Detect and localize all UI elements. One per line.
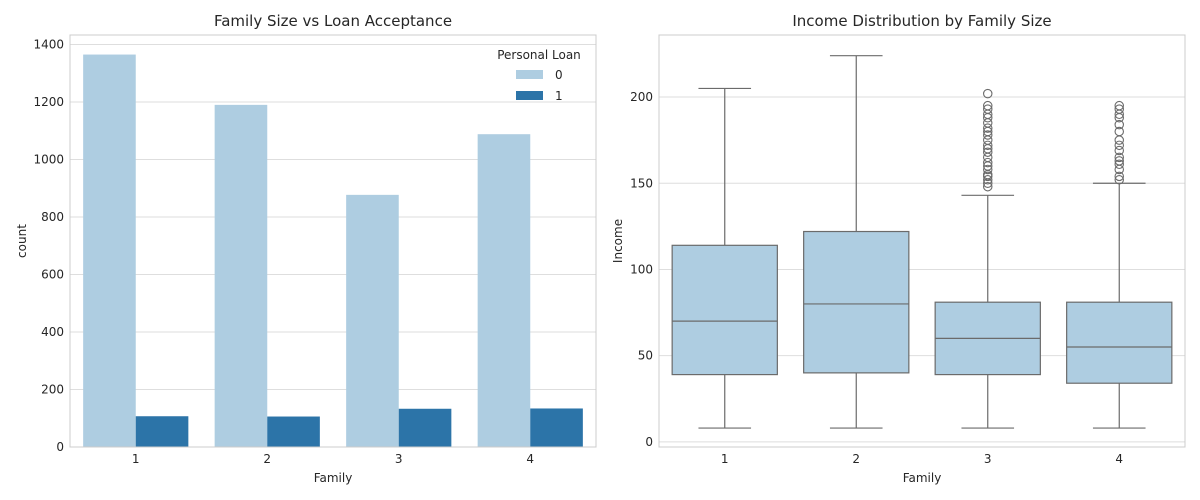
outlier-point [1114, 126, 1125, 137]
outlier-point [1114, 159, 1125, 170]
y-tick-label: 0 [56, 440, 64, 454]
bar-3-0 [346, 194, 399, 447]
bar-4-1 [530, 408, 583, 447]
outlier-point [1114, 145, 1125, 156]
y-ticks: 0 50 100 150 200 [630, 90, 653, 449]
y-axis-label: count [15, 224, 29, 258]
chart-title: Family Size vs Loan Acceptance [214, 12, 452, 30]
outlier-point [1114, 171, 1125, 182]
outlier-point [982, 175, 993, 185]
box-family-4 [1066, 100, 1173, 429]
y-tick-label: 1200 [33, 95, 64, 109]
box-family-1 [671, 87, 778, 429]
y-tick-label: 1000 [33, 152, 64, 166]
y-tick-label: 600 [41, 267, 64, 281]
y-tick-label: 200 [630, 90, 653, 104]
legend-swatch-0 [516, 70, 543, 79]
x-tick-label: 3 [984, 452, 992, 466]
y-tick-label: 100 [630, 262, 653, 276]
outlier-point [1114, 135, 1125, 145]
iqr-box [803, 230, 910, 374]
box-family-3 [934, 88, 1041, 429]
count-chart: Family Size vs Loan Acceptance 0 200 400 60… [15, 12, 597, 485]
x-ticks: 1 2 3 4 [132, 452, 534, 466]
x-tick-label: 4 [526, 452, 534, 466]
grid [70, 43, 596, 448]
outlier-point [1114, 100, 1125, 111]
outlier-point [1114, 140, 1125, 151]
y-tick-label: 1400 [33, 37, 64, 51]
outlier-point [982, 123, 993, 133]
plot-frame [69, 34, 597, 448]
bar-2-0 [214, 104, 268, 447]
y-ticks: 0 200 400 600 800 1000 1200 1400 [33, 37, 64, 454]
x-tick-label: 3 [395, 452, 403, 466]
legend-swatch-1 [516, 91, 543, 100]
iqr-box [1066, 301, 1173, 384]
outlier-point [982, 140, 993, 151]
y-tick-label: 50 [638, 349, 653, 363]
outlier-point [1114, 119, 1125, 130]
boxes [671, 55, 1173, 429]
bar-3-1 [398, 408, 452, 447]
outlier-point [1114, 156, 1125, 166]
x-tick-label: 1 [132, 452, 140, 466]
outlier-point [982, 130, 993, 140]
outlier-point [982, 157, 993, 168]
x-ticks: 1 2 3 4 [721, 452, 1123, 466]
outlier-point [1114, 175, 1125, 185]
x-tick-label: 2 [852, 452, 860, 466]
bars [83, 54, 583, 448]
legend-title: Personal Loan [497, 48, 581, 62]
income-boxplot-chart: Income Distribution by Family Size 05010… [611, 12, 1186, 485]
outlier-point [982, 100, 993, 111]
bar-4-0 [477, 134, 531, 448]
outlier-point [982, 88, 993, 99]
y-axis-label: Income [611, 219, 625, 263]
outlier-point [982, 164, 993, 175]
x-tick-label: 1 [721, 452, 729, 466]
outlier-point [1114, 152, 1125, 163]
y-tick-label: 0 [645, 435, 653, 449]
legend: Personal Loan 0 1 [497, 48, 581, 103]
y-tick-label: 200 [41, 382, 64, 396]
outlier-point [1114, 104, 1125, 114]
x-axis-label: Family [903, 471, 942, 485]
bar-1-1 [135, 416, 189, 447]
iqr-box [671, 244, 778, 376]
outlier-point [982, 181, 993, 192]
y-tick-label: 400 [41, 325, 64, 339]
plot-frame [658, 34, 1186, 448]
legend-label-1: 1 [555, 89, 563, 103]
bar-2-1 [267, 416, 320, 447]
legend-label-0: 0 [555, 68, 563, 82]
bar-1-0 [83, 54, 136, 447]
y-tick-label: 800 [41, 210, 64, 224]
y-tick-label: 150 [630, 176, 653, 190]
x-axis-label: Family [314, 471, 353, 485]
chart-title: Income Distribution by Family Size [792, 12, 1051, 30]
x-tick-label: 4 [1115, 452, 1123, 466]
x-tick-label: 2 [263, 452, 271, 466]
outlier-point [982, 104, 993, 114]
box-family-2 [803, 55, 910, 429]
outlier-point [982, 147, 993, 157]
